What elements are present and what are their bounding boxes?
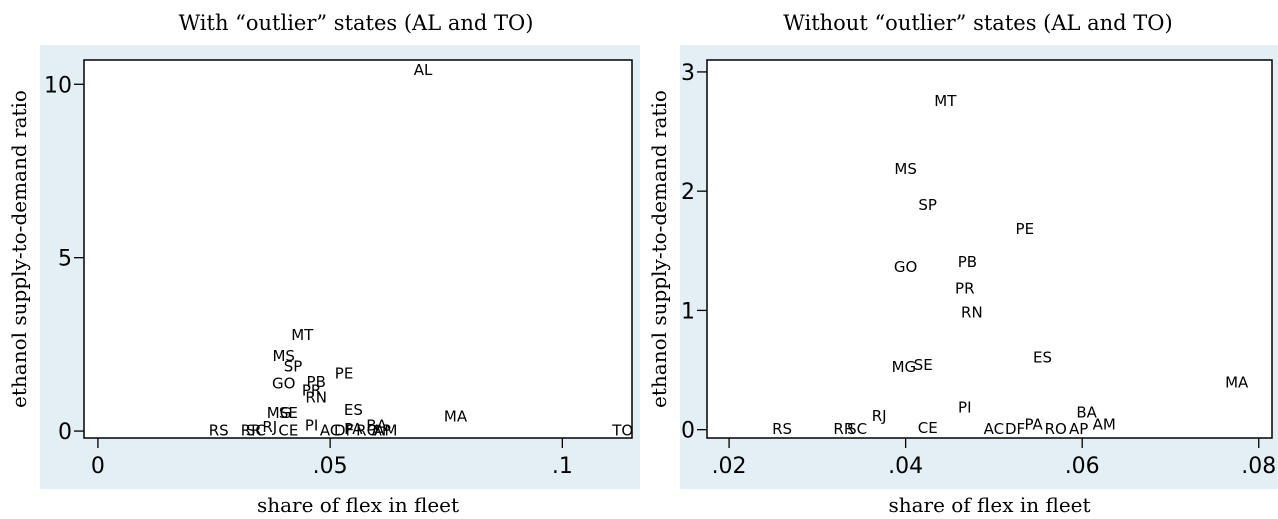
y-tick-label: 3 (681, 61, 695, 86)
y-tick-label: 2 (681, 180, 695, 205)
point-label-ap: AP (1069, 420, 1088, 438)
point-label-es: ES (344, 401, 363, 419)
chart-title: With “outlier” states (AL and TO) (179, 11, 534, 35)
point-label-ce: CE (918, 419, 938, 437)
point-label-ap: AP (372, 422, 391, 440)
point-label-go: GO (894, 258, 917, 276)
point-label-ms: MS (272, 347, 294, 365)
point-label-pb: PB (958, 253, 977, 271)
point-label-ro: RO (356, 422, 378, 440)
y-tick-label: 5 (58, 247, 72, 272)
point-label-mt: MT (291, 326, 314, 344)
x-tick-label: .08 (1241, 454, 1276, 479)
point-label-to: TO (611, 422, 633, 440)
point-label-se: SE (914, 356, 933, 374)
x-tick-label: .1 (552, 454, 573, 479)
point-label-rr: RR (833, 420, 854, 438)
point-label-sc: SC (246, 422, 266, 440)
point-label-pi: PI (305, 416, 318, 434)
point-label-ce: CE (278, 422, 298, 440)
point-label-pe: PE (335, 364, 354, 382)
x-tick-label: .04 (888, 454, 923, 479)
point-label-go: GO (272, 375, 295, 393)
point-label-pi: PI (958, 399, 971, 417)
point-label-am: AM (374, 422, 397, 440)
point-label-mg: MG (267, 404, 292, 422)
point-label-sp: SP (284, 357, 303, 375)
point-label-pa: PA (344, 420, 363, 438)
point-label-sc: SC (847, 420, 867, 438)
point-label-pr: PR (955, 279, 974, 297)
y-tick-label: 0 (681, 419, 695, 444)
point-label-pe: PE (1016, 220, 1035, 238)
point-label-ms: MS (894, 160, 916, 178)
point-label-mt: MT (934, 92, 957, 110)
point-label-ac: AC (984, 420, 1004, 438)
y-tick-label: 1 (681, 299, 695, 324)
point-label-df: DF (334, 422, 354, 440)
plot-area (706, 59, 1273, 439)
point-label-df: DF (1005, 420, 1025, 438)
point-label-ba: BA (366, 416, 387, 434)
point-label-rj: RJ (872, 407, 887, 425)
point-label-rn: RN (305, 389, 327, 407)
point-label-pa: PA (1024, 415, 1043, 433)
y-axis-label: ethanol supply-to-demand ratio (7, 90, 31, 408)
point-label-ma: MA (1225, 374, 1249, 392)
point-label-rs: RS (209, 422, 229, 440)
point-label-sp: SP (918, 196, 937, 214)
x-axis-label: share of flex in fleet (257, 493, 459, 517)
point-label-mg: MG (892, 358, 917, 376)
point-label-am: AM (1093, 415, 1116, 433)
y-axis-label: ethanol supply-to-demand ratio (647, 90, 671, 408)
x-axis-label: share of flex in fleet (888, 493, 1090, 517)
point-label-ma: MA (444, 408, 468, 426)
point-label-al: AL (414, 61, 433, 79)
x-tick-label: .02 (712, 454, 747, 479)
x-tick-label: 0 (91, 454, 105, 479)
x-tick-label: .06 (1065, 454, 1100, 479)
panel-with-outliers: With “outlier” states (AL and TO) share … (7, 11, 640, 517)
x-tick-label: .05 (313, 454, 348, 479)
chart-title: Without “outlier” states (AL and TO) (783, 11, 1172, 35)
point-label-ba: BA (1076, 403, 1097, 421)
point-label-ro: RO (1045, 420, 1067, 438)
point-label-pb: PB (307, 373, 326, 391)
panel-without-outliers: Without “outlier” states (AL and TO) sha… (647, 11, 1278, 517)
point-label-es: ES (1033, 349, 1052, 367)
point-label-rr: RR (241, 422, 262, 440)
point-label-pr: PR (302, 382, 321, 400)
point-label-ac: AC (320, 422, 340, 440)
y-tick-label: 0 (58, 420, 72, 445)
plot-area (83, 59, 633, 439)
point-label-se: SE (279, 404, 298, 422)
y-tick-label: 10 (44, 73, 72, 98)
point-label-rs: RS (772, 420, 792, 438)
point-label-rj: RJ (262, 418, 277, 436)
point-label-rn: RN (961, 303, 983, 321)
